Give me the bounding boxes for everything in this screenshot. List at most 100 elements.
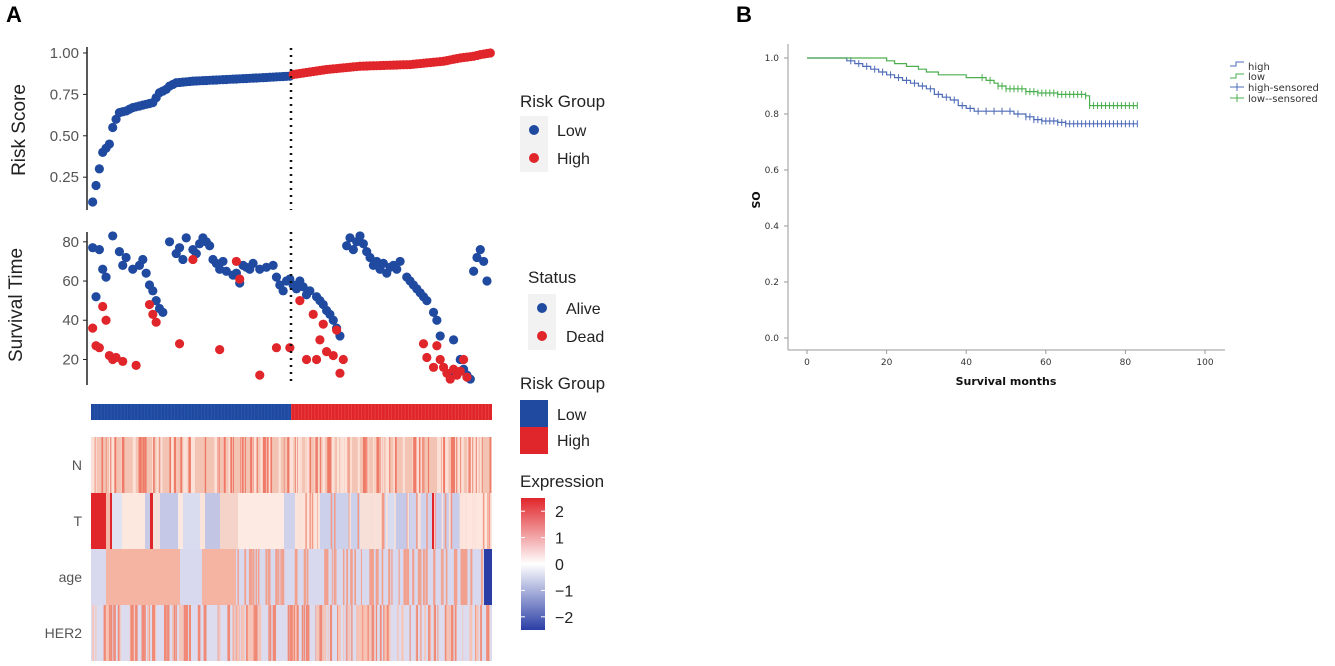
survival-point-alive xyxy=(98,264,108,274)
km-x-tick-label: 80 xyxy=(1120,358,1132,368)
heatmap-cell xyxy=(373,605,375,661)
heatmap-cell xyxy=(385,437,388,493)
heatmap-cell xyxy=(110,493,112,549)
heatmap-cell xyxy=(294,549,298,605)
risk-score-y-label: Risk Score xyxy=(9,84,30,176)
heatmap-cell xyxy=(348,437,350,493)
heatmap-cell xyxy=(181,605,184,661)
heatmap-cell xyxy=(183,493,200,549)
heatmap-cell xyxy=(373,437,375,493)
heatmap-cell xyxy=(301,605,304,661)
colorbar-tick-label: 0 xyxy=(555,557,564,574)
heatmap-cell xyxy=(95,437,96,493)
heatmap-cell xyxy=(445,549,448,605)
heatmap-cell xyxy=(306,549,309,605)
heatmap-cell xyxy=(331,549,333,605)
survival-point-dead xyxy=(301,354,312,365)
heatmap-cell xyxy=(104,605,105,661)
status-legend-keybox xyxy=(528,294,556,350)
heatmap-cell xyxy=(366,437,368,493)
heatmap-cell xyxy=(415,605,417,661)
risk-score-panel: 0.25 0.50 0.75 1.00 Risk Score xyxy=(9,45,495,210)
km-legend: high low high-sensored low--sensored xyxy=(1230,61,1319,105)
survival-point-alive xyxy=(305,286,315,296)
risk-legend-high-swatch xyxy=(529,153,539,163)
heatmap-cell xyxy=(381,437,383,493)
heatmap-cell xyxy=(305,437,307,493)
heatmap-cell xyxy=(253,605,257,661)
risk-legend-keybox xyxy=(520,116,548,172)
survival-point-dead xyxy=(318,319,328,329)
survival-point-alive xyxy=(141,268,151,278)
heatmap-cell xyxy=(298,437,301,493)
heatmap-cell xyxy=(471,437,473,493)
heatmap-cell xyxy=(326,549,329,605)
heatmap-cell xyxy=(489,437,491,493)
heatmap-cell xyxy=(371,605,375,661)
km-y-ticks: 0.0 0.2 0.4 0.6 0.8 1.0 xyxy=(765,54,788,344)
panel-b-label: B xyxy=(736,2,752,27)
survival-point-alive xyxy=(138,254,148,265)
heatmap-cell xyxy=(345,437,348,493)
heatmap-cell xyxy=(135,605,138,661)
heatmap-cell xyxy=(121,437,125,493)
heatmap-cell xyxy=(461,549,464,605)
heatmap-cell xyxy=(337,605,341,661)
risk-bar-legend: Risk Group Low High xyxy=(520,374,605,454)
heatmap-cell xyxy=(250,437,253,493)
km-legend-low: low xyxy=(1248,72,1265,83)
heatmap-cell xyxy=(412,549,415,605)
heatmap-cell xyxy=(487,493,489,549)
heatmap-cell xyxy=(426,493,428,549)
heatmap-cell xyxy=(376,549,379,605)
km-y-tick-label: 0.8 xyxy=(765,110,780,120)
heatmap-cell xyxy=(437,605,439,661)
km-y-label: OS xyxy=(749,191,762,208)
heatmap-cell xyxy=(295,437,296,493)
heatmap-cell xyxy=(403,549,406,605)
status-legend-alive-swatch xyxy=(537,303,547,313)
heatmap-cell xyxy=(330,493,333,549)
survival-point-dead xyxy=(144,299,155,310)
heatmap-cell xyxy=(381,549,384,605)
heatmap-cell xyxy=(433,605,437,661)
heatmap-cell xyxy=(118,605,121,661)
risk-legend-title: Risk Group xyxy=(520,92,605,111)
km-survival-chart: 0.0 0.2 0.4 0.6 0.8 1.0 0 20 40 60 80 100 OS Survi… xyxy=(749,44,1319,388)
heatmap-cell xyxy=(484,549,492,605)
survival-point-dead xyxy=(308,309,318,319)
heatmap-cell xyxy=(345,605,347,661)
survival-point-alive xyxy=(358,239,368,249)
survival-point-alive xyxy=(114,247,125,257)
heatmap-row-label: N xyxy=(72,457,82,473)
heatmap-cell xyxy=(413,437,417,493)
survival-point-alive xyxy=(365,252,375,263)
heatmap-cell xyxy=(380,493,382,549)
heatmap-cell xyxy=(190,437,194,493)
km-x-tick-label: 60 xyxy=(1040,358,1052,368)
heatmap-cell xyxy=(453,549,456,605)
heatmap-cell xyxy=(139,437,142,493)
heatmap-cell xyxy=(467,437,470,493)
heatmap-cell xyxy=(293,605,296,661)
risk-point-high xyxy=(485,48,495,58)
heatmap-cell xyxy=(153,437,155,493)
heatmap-cell xyxy=(152,437,154,493)
survival-point-alive xyxy=(392,264,402,274)
heatmap-cell xyxy=(259,605,261,661)
survival-point-dead xyxy=(231,256,241,267)
heatmap-cell xyxy=(317,493,320,549)
heatmap-cell xyxy=(238,493,284,549)
heatmap-cell xyxy=(130,605,132,661)
heatmap-cell xyxy=(135,437,137,493)
heatmap-cell xyxy=(347,437,349,493)
heatmap-cell xyxy=(384,605,387,661)
heatmap-cell xyxy=(113,605,115,661)
survival-point-alive xyxy=(422,296,432,306)
heatmap-cell xyxy=(144,437,147,493)
heatmap-cell xyxy=(152,605,155,661)
heatmap-cell xyxy=(410,493,432,549)
colorbar-tick-label: 2 xyxy=(555,504,564,521)
heatmap-row-label: HER2 xyxy=(45,625,83,641)
heatmap-cell xyxy=(236,605,240,661)
